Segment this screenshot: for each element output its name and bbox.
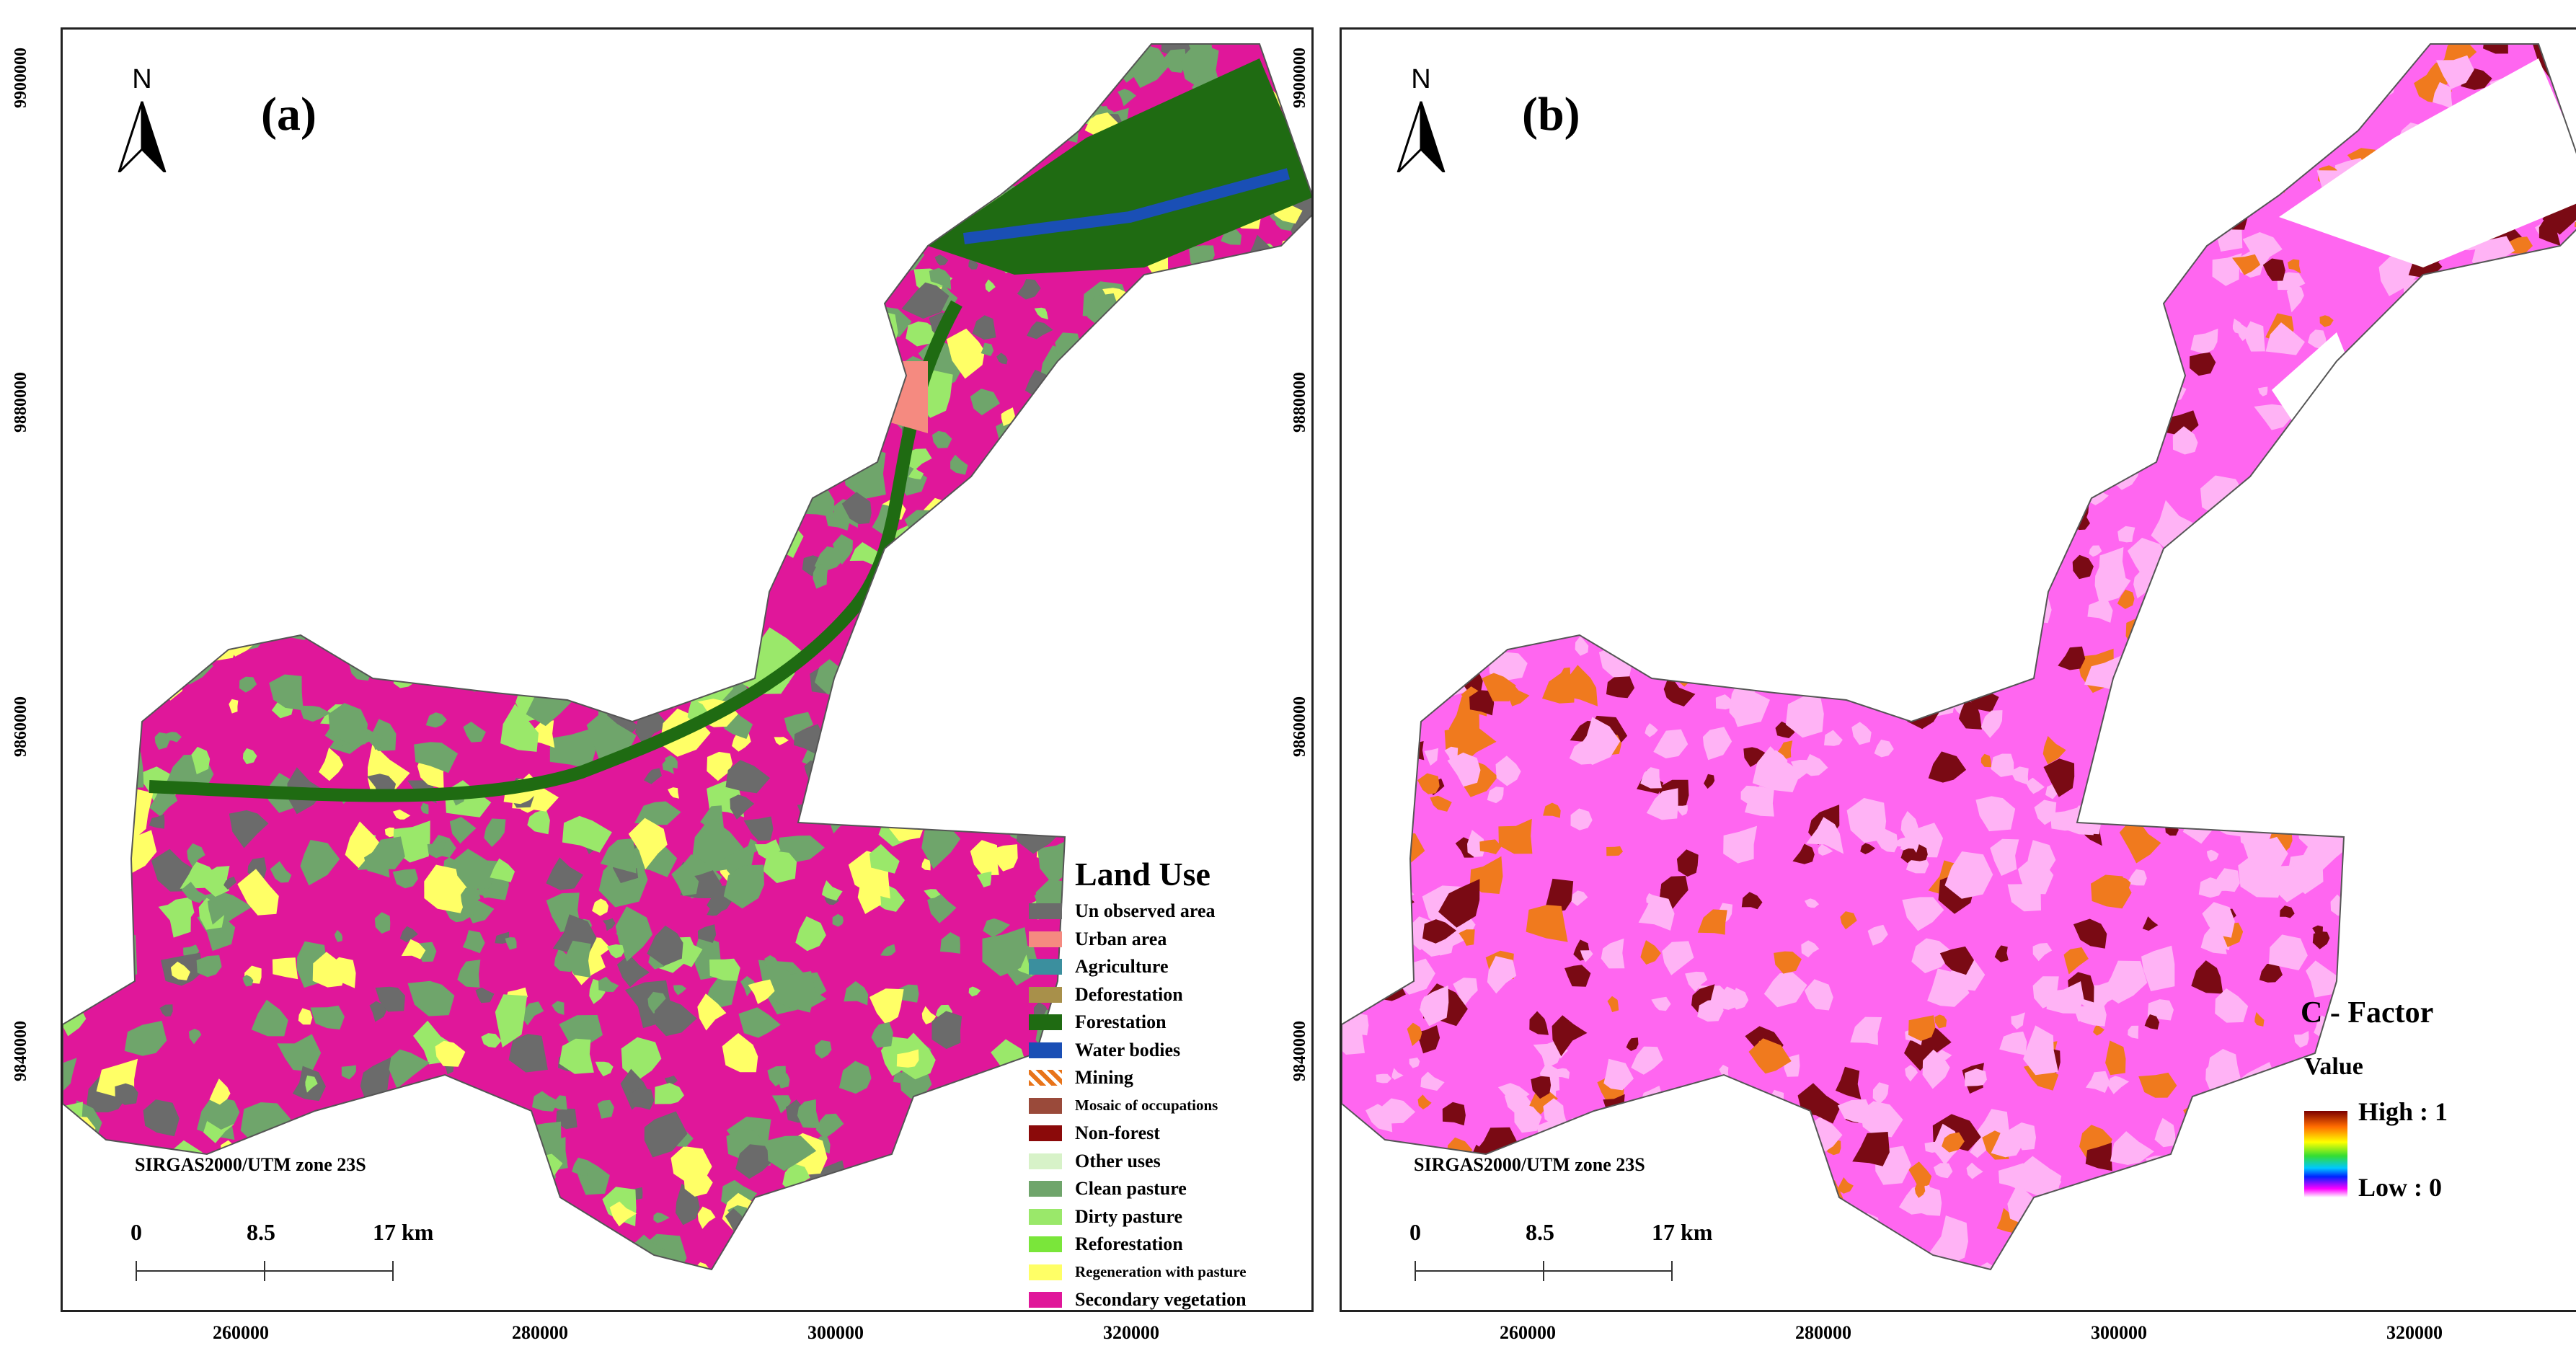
legend-swatch [1029, 903, 1062, 920]
legend-item: Forestation [1029, 1009, 1247, 1037]
legend-swatch [1029, 1014, 1062, 1031]
c-factor-legend-subtitle: Value [2304, 1053, 2363, 1080]
legend-swatch [1029, 959, 1062, 975]
scale-label-mid: 8.5 [247, 1219, 275, 1245]
panel-label-a: (a) [261, 88, 317, 141]
legend-label: Un observed area [1075, 900, 1216, 922]
legend-label: Urban area [1075, 928, 1167, 949]
x-tick-a-3: 320000 [1103, 1322, 1159, 1343]
legend-swatch [1029, 1181, 1062, 1197]
legend-label: Mosaic of occupations [1075, 1096, 1218, 1115]
legend-swatch [1029, 986, 1062, 1003]
x-tick-b-3: 320000 [2386, 1322, 2443, 1343]
y-tick-b-0: 9900000 [1291, 48, 1309, 108]
land-use-map [63, 43, 1311, 1270]
north-label: N [1411, 64, 1431, 94]
legend-label: Secondary vegetation [1075, 1289, 1247, 1311]
y-tick-b-1: 9880000 [1291, 372, 1309, 433]
legend-swatch [1029, 1097, 1062, 1114]
legend-swatch [1029, 1070, 1062, 1086]
legend-item: Agriculture [1029, 953, 1247, 981]
legend-swatch [1029, 1264, 1062, 1280]
panel-label-b: (b) [1522, 88, 1580, 141]
c-factor-high-label: High : 1 [2358, 1097, 2448, 1126]
north-arrow-icon: N [113, 64, 171, 172]
legend-item: Urban area [1029, 926, 1247, 954]
legend-label: Water bodies [1075, 1039, 1181, 1060]
legend-label: Non-forest [1075, 1122, 1160, 1144]
legend-swatch [1029, 1125, 1062, 1142]
legend-label: Clean pasture [1075, 1178, 1187, 1200]
y-tick-a-0: 9900000 [12, 48, 30, 108]
legend-swatch [1029, 1153, 1062, 1169]
y-tick-b-3: 9840000 [1291, 1021, 1309, 1081]
scale-label-0: 0 [1409, 1219, 1421, 1245]
legend-swatch [1029, 1208, 1062, 1225]
legend-item: Mosaic of occupations [1029, 1092, 1247, 1120]
legend-label: Regeneration with pasture [1075, 1263, 1247, 1281]
c-factor-map [1342, 43, 2576, 1270]
c-factor-low-label: Low : 0 [2358, 1173, 2442, 1202]
legend-label: Dirty pasture [1075, 1205, 1183, 1227]
legend-item: Mining [1029, 1064, 1247, 1092]
legend-label: Agriculture [1075, 956, 1169, 978]
x-tick-a-1: 280000 [512, 1322, 568, 1343]
c-factor-legend-title: C - Factor [2301, 996, 2434, 1029]
legend-item: Un observed area [1029, 898, 1247, 926]
legend-title: Land Use [1075, 856, 1210, 892]
x-tick-a-0: 260000 [213, 1322, 269, 1343]
c-factor-map-panel: (b) N SIRGAS2000/UTM zone 23S 0 8.5 17 k… [1340, 27, 2576, 1312]
scale-bar: 0 8.5 17 km [1409, 1219, 1712, 1284]
legend-item: Water bodies [1029, 1037, 1247, 1065]
c-factor-color-ramp [2304, 1111, 2347, 1197]
x-tick-b-2: 300000 [2091, 1322, 2147, 1343]
land-use-map-panel: (a) N SIRGAS2000/UTM zone 23S 0 8.5 17 k… [61, 27, 1314, 1312]
legend-item: Dirty pasture [1029, 1203, 1247, 1231]
legend-swatch [1029, 931, 1062, 947]
x-tick-a-2: 300000 [807, 1322, 864, 1343]
scale-bar: 0 8.5 17 km [130, 1219, 433, 1284]
legend-item: Non-forest [1029, 1120, 1247, 1148]
legend-swatch [1029, 1042, 1062, 1058]
legend-swatch [1029, 1236, 1062, 1253]
scale-label-mid: 8.5 [1526, 1219, 1554, 1245]
x-tick-b-1: 280000 [1795, 1322, 1851, 1343]
north-arrow-icon: N [1392, 64, 1450, 172]
legend-item: Reforestation [1029, 1231, 1247, 1259]
legend-item: Clean pasture [1029, 1175, 1247, 1203]
legend-label: Other uses [1075, 1150, 1161, 1171]
y-tick-a-2: 9860000 [12, 696, 30, 757]
y-tick-a-1: 9880000 [12, 372, 30, 433]
legend-item: Deforestation [1029, 981, 1247, 1009]
legend-label: Mining [1075, 1067, 1133, 1089]
legend-swatch [1029, 1292, 1062, 1308]
scale-label-0: 0 [130, 1219, 142, 1245]
y-tick-a-3: 9840000 [12, 1021, 30, 1081]
legend-label: Reforestation [1075, 1233, 1183, 1255]
crs-label: SIRGAS2000/UTM zone 23S [1414, 1154, 1645, 1175]
scale-label-end: 17 km [373, 1219, 434, 1245]
legend-item: Secondary vegetation [1029, 1286, 1247, 1311]
legend-label: Deforestation [1075, 983, 1183, 1005]
land-use-legend: Land Use Un observed area Urban area Agric… [1029, 855, 1247, 1311]
y-tick-b-2: 9860000 [1291, 696, 1309, 757]
crs-label: SIRGAS2000/UTM zone 23S [135, 1154, 366, 1175]
x-tick-b-0: 260000 [1500, 1322, 1556, 1343]
north-label: N [132, 64, 152, 94]
scale-label-end: 17 km [1652, 1219, 1713, 1245]
legend-item: Other uses [1029, 1148, 1247, 1176]
legend-item: Regeneration with pasture [1029, 1259, 1247, 1287]
legend-label: Forestation [1075, 1011, 1167, 1033]
